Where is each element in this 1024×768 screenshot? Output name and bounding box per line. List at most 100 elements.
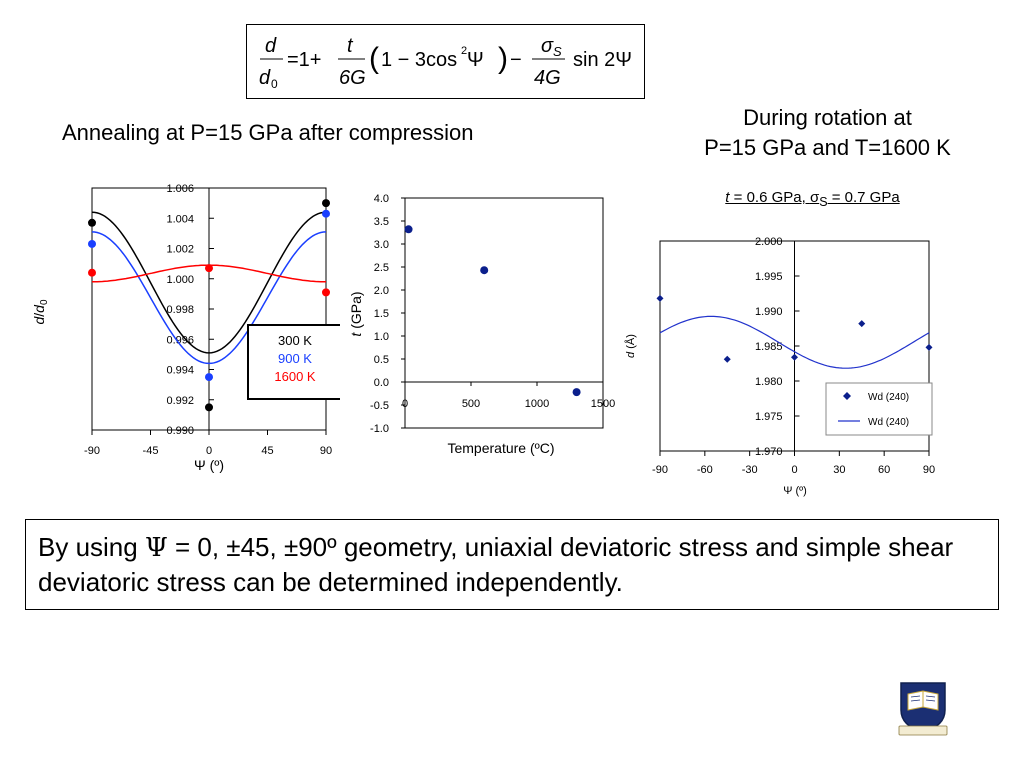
chart3-y-tick-label: 1.970 — [755, 446, 783, 458]
chart3-y-tick-label: 1.985 — [755, 341, 783, 353]
chart3-x-tick-label: -90 — [652, 464, 668, 476]
formula-equals: =1+ — [287, 49, 321, 71]
chart1-curve-0 — [91, 211, 327, 354]
chart2-y-tick-label: 0.0 — [374, 377, 389, 389]
chart1-y-tick-label: 0.994 — [166, 365, 194, 377]
chart1-point-2 — [88, 268, 96, 277]
formula-box: d d 0 =1+ t 6G ( 1 − 3cos 2 Ψ ) − σ S 4G… — [246, 24, 645, 99]
chart3-x-tick-labels: -90 -60 -30 0 30 60 90 — [652, 464, 935, 476]
chart1-y-tick-label: 0.992 — [166, 395, 194, 407]
formula-frac2-den: 4G — [534, 67, 561, 89]
formula-lhs-num: d — [265, 35, 277, 57]
chart3-x-tick-label: -30 — [742, 464, 758, 476]
crest-book-line — [925, 695, 936, 698]
legend-900k: 900 K — [278, 351, 312, 366]
chart3-y-tick-label: 2.000 — [755, 236, 783, 248]
university-crest-logo — [898, 682, 948, 736]
chart1-y-tick-label: 0.996 — [166, 334, 194, 346]
chart1-y-tick-label: 1.006 — [166, 183, 194, 195]
chart3-y-tick-labels: 1.970 1.975 1.980 1.985 1.990 1.995 2.000 — [755, 236, 783, 458]
chart2-y-axis-label: t (GPa) — [348, 291, 364, 336]
formula-frac1-num: t — [347, 35, 354, 57]
legend-1600k: 1600 K — [274, 369, 316, 384]
chart1-x-tick-label: 0 — [206, 445, 212, 457]
chart1-x-axis-label: Ψ (º) — [194, 457, 224, 473]
formula-trail: sin 2Ψ — [573, 49, 632, 71]
conclusion-note: By using Ψ = 0, ±45, ±90º geometry, unia… — [25, 519, 999, 610]
chart1-point-1 — [205, 373, 213, 382]
chart2-y-tick-label: -0.5 — [370, 400, 389, 412]
formula-lhs-den: d — [259, 67, 271, 89]
chart1-x-tick-label: -45 — [143, 445, 159, 457]
rotation-title: During rotation at P=15 GPa and T=1600 K — [660, 103, 995, 163]
sigma-sub: S — [819, 195, 828, 209]
chart3-legend: Wd (240) Wd (240) — [825, 382, 933, 436]
chart2-x-tick-label: 1500 — [591, 398, 615, 410]
chart1-legend-box — [247, 324, 340, 400]
note-text-part2: = 0, ±45, ±90º geometry, uniaxial deviat… — [38, 532, 954, 597]
chart3-point — [858, 320, 866, 328]
formula-frac2-num: σ — [541, 35, 554, 57]
sigma-value: = 0.7 GPa — [827, 189, 900, 206]
chart3-points — [656, 294, 933, 363]
chart3-fit-line — [659, 315, 930, 369]
chart2-y-tick-label: 4.0 — [374, 193, 389, 205]
chart1-y-tick-labels: 0.990 0.992 0.994 0.996 0.998 1.000 1.002 1.004… — [166, 183, 194, 437]
chart2-points — [404, 225, 581, 397]
legend-points-label: Wd (240) — [868, 392, 909, 403]
formula-frac1-den: 6G — [339, 67, 366, 89]
chart3-fit-curve — [659, 315, 930, 369]
chart3-x-tick-label: 60 — [878, 464, 890, 476]
chart1-y-tick-label: 1.002 — [166, 244, 194, 256]
formula-lhs-den-sub: 0 — [271, 77, 278, 91]
rotation-title-line2: P=15 GPa and T=1600 K — [704, 135, 951, 160]
formula-inner: 1 − 3cos — [381, 49, 457, 71]
chart2-y-tick-label: 2.0 — [374, 285, 389, 297]
chart3-y-tick-label: 1.975 — [755, 411, 783, 423]
chart3-x-tick-label: 0 — [791, 464, 797, 476]
chart2-y-tick-label: 1.0 — [374, 331, 389, 343]
chart2-point — [572, 388, 581, 397]
chart1-point-0 — [205, 403, 213, 412]
chart1-y-tick-label: 0.990 — [166, 425, 194, 437]
chart3-x-tick-label: -60 — [697, 464, 713, 476]
formula-frac2-num-sub: S — [553, 44, 562, 59]
annealing-title: Annealing at P=15 GPa after compression — [62, 120, 474, 145]
chart1-point-2 — [205, 264, 213, 273]
chart3-y-axis-label: d (Å) — [624, 334, 637, 358]
chart2-y-tick-label: 2.5 — [374, 262, 389, 274]
chart2-point — [404, 225, 413, 234]
chart2-y-tick-label: 1.5 — [374, 308, 389, 320]
chart3-point — [791, 353, 798, 361]
chart3-point — [925, 343, 933, 351]
formula-inner-sup: 2 — [461, 45, 467, 57]
crest-banner — [898, 725, 948, 736]
t-value: = 0.6 GPa, — [729, 189, 810, 206]
legend-diamond-marker — [843, 392, 851, 400]
crest-book-line — [910, 695, 921, 698]
chart1-points — [88, 199, 330, 412]
chart3-x-tick-label: 90 — [923, 464, 935, 476]
chart1-x-tick-labels: -90 -45 0 45 90 — [84, 445, 332, 457]
legend-300k: 300 K — [278, 333, 312, 348]
chart2-x-tick-label: 500 — [462, 398, 480, 410]
annealing-d-ratio-chart: 0.990 0.992 0.994 0.996 0.998 1.000 1.002 1.004… — [31, 183, 340, 473]
note-text-part1: By using — [38, 532, 145, 562]
chart1-legend: 300 K 900 K 1600 K — [247, 324, 340, 400]
formula-paren-close: ) — [498, 42, 508, 75]
chart2-y-tick-label: 3.0 — [374, 239, 389, 251]
formula-inner-psi: Ψ — [467, 49, 484, 71]
chart3-point — [723, 355, 731, 363]
chart2-y-tick-labels: -1.0 -0.5 0.0 0.5 1.0 1.5 2.0 2.5 3.0 3.5 4.0 — [370, 193, 389, 435]
chart3-y-tick-label: 1.990 — [755, 306, 783, 318]
chart2-x-tick-label: 0 — [402, 398, 408, 410]
chart1-point-2 — [322, 288, 330, 297]
chart1-point-1 — [88, 239, 96, 248]
chart1-x-tick-label: -90 — [84, 445, 100, 457]
chart1-axes — [91, 187, 327, 435]
rotation-params: t = 0.6 GPa, σS = 0.7 GPa — [660, 189, 965, 209]
t-symbol: t — [725, 189, 730, 206]
chart3-x-tick-label: 30 — [833, 464, 845, 476]
chart2-axes — [401, 197, 604, 429]
